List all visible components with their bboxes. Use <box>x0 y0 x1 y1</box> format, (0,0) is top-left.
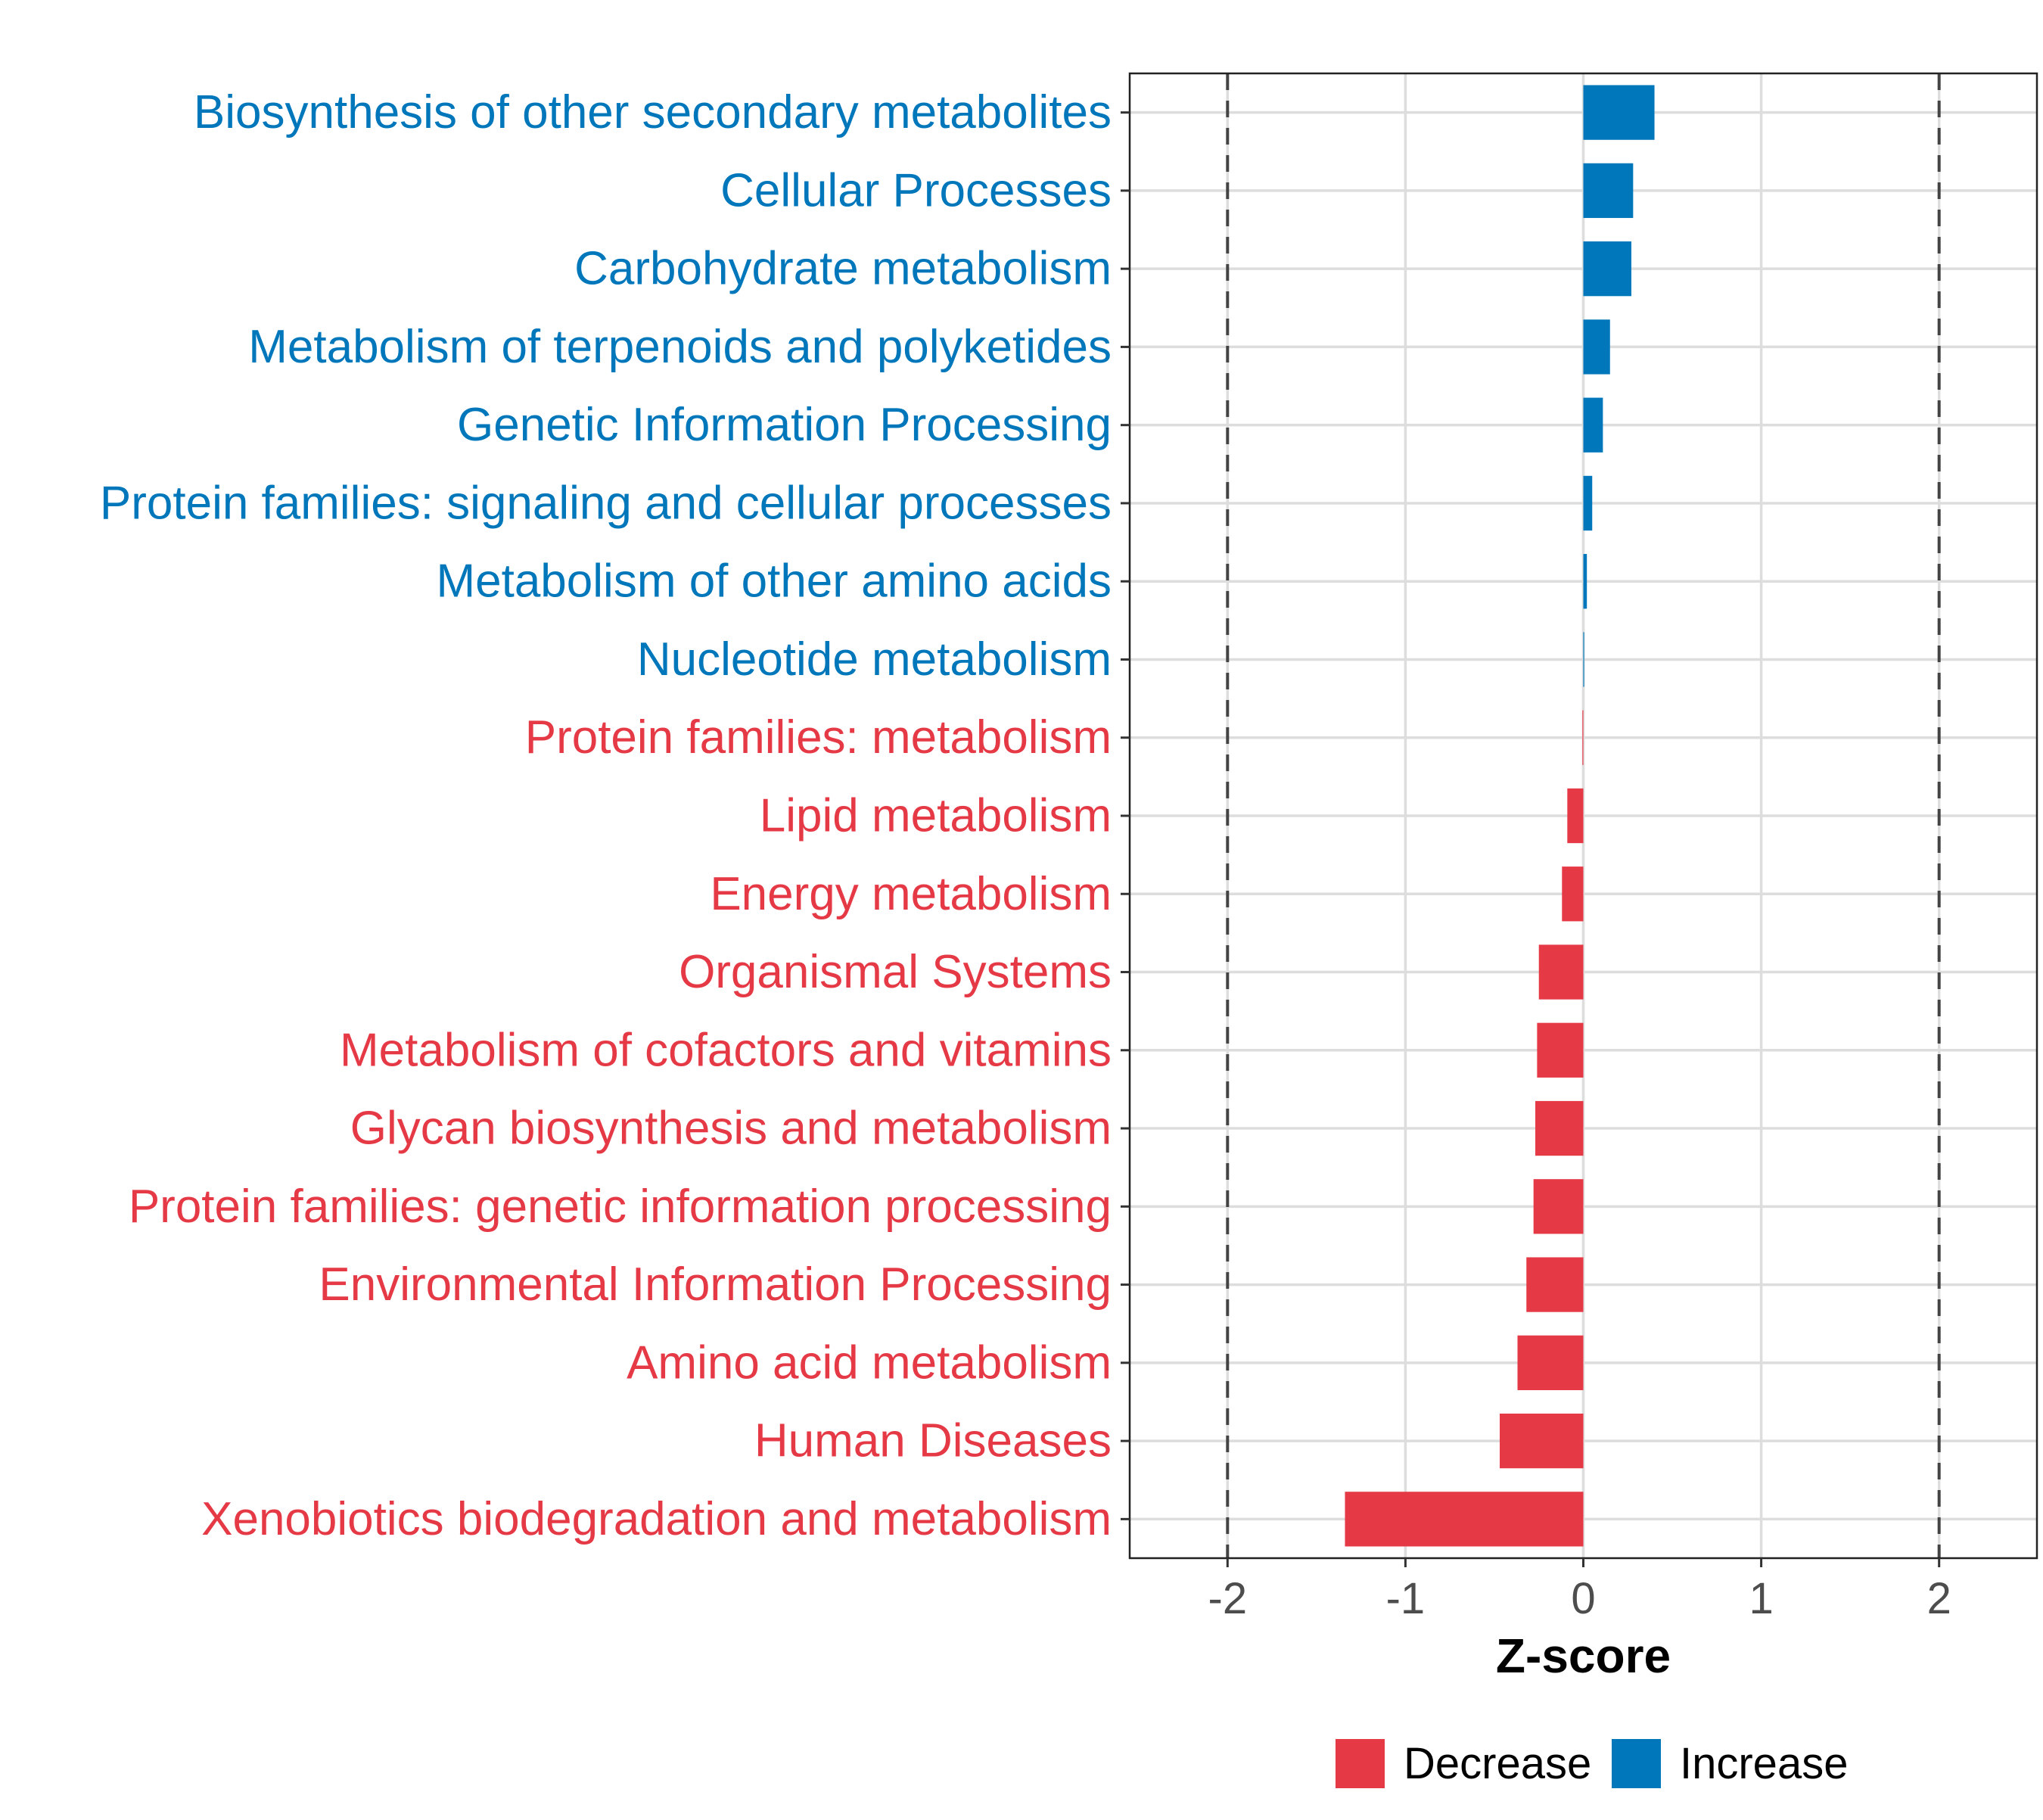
legend-label: Decrease <box>1404 1739 1591 1788</box>
legend-key-increase <box>1612 1739 1661 1788</box>
x-tick-label: 2 <box>1927 1574 1951 1623</box>
x-axis-title: Z-score <box>1496 1629 1671 1683</box>
bar-decrease <box>1345 1492 1584 1547</box>
bar-decrease <box>1526 1257 1584 1312</box>
y-tick-label: Genetic Information Processing <box>457 399 1112 451</box>
bar-decrease <box>1537 1022 1584 1078</box>
y-tick-label: Lipid metabolism <box>760 790 1112 842</box>
bar-increase <box>1583 554 1587 609</box>
bar-decrease <box>1535 1100 1584 1156</box>
y-tick-label: Metabolism of other amino acids <box>436 555 1112 608</box>
bars <box>1345 85 1655 1547</box>
y-tick-label: Amino acid metabolism <box>627 1336 1112 1389</box>
bar-decrease <box>1562 866 1584 922</box>
y-tick-label: Carbohydrate metabolism <box>574 243 1112 295</box>
bar-decrease <box>1582 710 1584 765</box>
x-tick-label: -2 <box>1208 1574 1248 1623</box>
y-tick-label: Protein families: metabolism <box>525 711 1112 764</box>
y-tick-label: Xenobiotics biodegradation and metabolis… <box>201 1493 1112 1545</box>
reference-lines <box>1226 73 1941 1558</box>
bar-decrease <box>1567 788 1584 844</box>
y-tick-label: Protein families: signaling and cellular… <box>100 477 1112 529</box>
y-tick-label: Biosynthesis of other secondary metaboli… <box>194 86 1112 138</box>
bar-increase <box>1583 397 1603 453</box>
y-tick-label: Energy metabolism <box>710 868 1112 920</box>
bar-increase <box>1583 163 1634 219</box>
y-tick-label: Environmental Information Processing <box>319 1258 1112 1311</box>
legend: Decrease Increase <box>1336 1739 1848 1788</box>
bar-increase <box>1583 475 1593 531</box>
y-tick-label: Cellular Processes <box>720 164 1112 216</box>
x-tick-label: 0 <box>1571 1574 1595 1623</box>
legend-label: Increase <box>1680 1739 1848 1788</box>
y-tick-label: Protein families: genetic information pr… <box>129 1181 1112 1233</box>
bar-increase <box>1583 241 1631 297</box>
bar-decrease <box>1517 1335 1584 1390</box>
bar-increase <box>1583 85 1655 140</box>
y-tick-label: Metabolism of cofactors and vitamins <box>340 1024 1112 1076</box>
legend-key-decrease <box>1336 1739 1385 1788</box>
bar-decrease <box>1533 1179 1584 1234</box>
y-tick-label: Organismal Systems <box>679 946 1112 998</box>
x-axis: -2 -1 0 1 2 <box>1208 1558 1951 1623</box>
y-axis: Biosynthesis of other secondary metaboli… <box>100 86 1130 1545</box>
bar-decrease <box>1538 944 1584 1000</box>
y-tick-label: Nucleotide metabolism <box>637 633 1112 686</box>
y-tick-label: Metabolism of terpenoids and polyketides <box>248 321 1112 373</box>
y-tick-label: Human Diseases <box>754 1415 1112 1467</box>
bar-decrease <box>1500 1413 1584 1469</box>
x-tick-label: -1 <box>1386 1574 1426 1623</box>
x-tick-label: 1 <box>1749 1574 1773 1623</box>
bar-increase <box>1583 319 1610 375</box>
y-tick-label: Glycan biosynthesis and metabolism <box>350 1103 1112 1155</box>
